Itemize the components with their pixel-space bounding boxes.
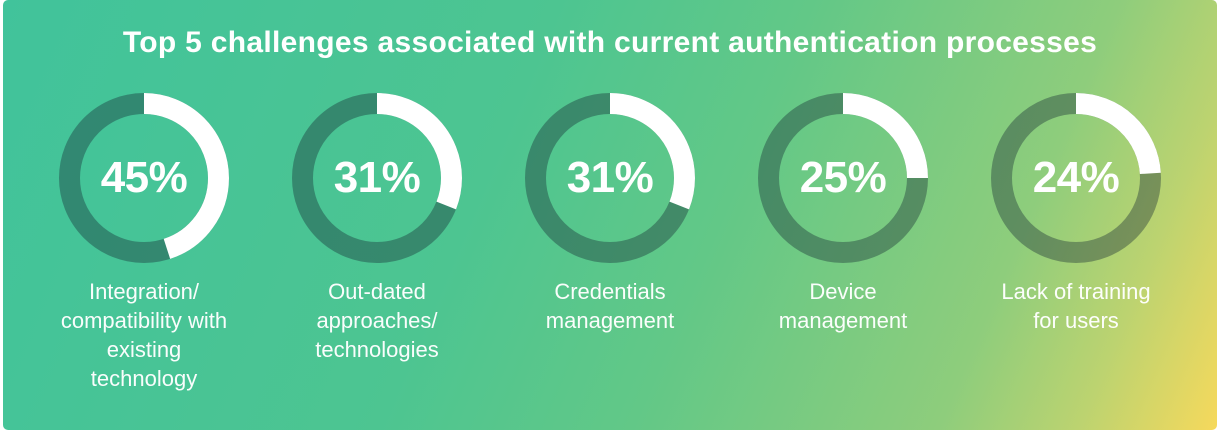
donut-progress-arc <box>991 93 1161 263</box>
donut-progress-arc <box>59 93 229 263</box>
donut-ring: 31% <box>292 93 462 263</box>
donut-ring-svg <box>59 93 229 263</box>
donut-ring: 25% <box>758 93 928 263</box>
donut-category-label: Out-dated approaches/ technologies <box>315 279 439 362</box>
donut-chart-item: 31% Out-dated approaches/ technologies <box>261 93 494 393</box>
donut-category-label: Device management <box>778 279 908 333</box>
donut-chart-item: 25% Device management <box>727 93 960 393</box>
donut-value-label: 24% <box>1032 153 1120 202</box>
donut-chart-row: 45% Integration/ compatibility with exis… <box>3 93 1217 393</box>
donut-ring: 31% <box>525 93 695 263</box>
donut-ring: 24% <box>991 93 1161 263</box>
donut-chart-item: 24% Lack of training for users <box>960 93 1193 393</box>
donut-chart-item: 31% Credentials management <box>494 93 727 393</box>
donut-value-label: 45% <box>100 153 188 202</box>
donut-ring-svg <box>758 93 928 263</box>
donut-value-label: 31% <box>566 153 654 202</box>
donut-ring-svg <box>991 93 1161 263</box>
donut-progress-arc <box>525 93 695 263</box>
donut-value-label: 31% <box>333 153 421 202</box>
gradient-background: Top 5 challenges associated with current… <box>3 0 1217 430</box>
donut-progress-arc <box>758 93 928 263</box>
donut-progress-arc <box>292 93 462 263</box>
donut-ring: 45% <box>59 93 229 263</box>
donut-ring-svg <box>292 93 462 263</box>
donut-chart-item: 45% Integration/ compatibility with exis… <box>28 93 261 393</box>
chart-title: Top 5 challenges associated with current… <box>122 26 1098 59</box>
donut-value-label: 25% <box>799 153 887 202</box>
donut-category-label: Credentials management <box>545 279 675 333</box>
donut-ring-svg <box>525 93 695 263</box>
donut-category-label: Lack of training for users <box>1001 279 1151 333</box>
donut-category-label: Integration/ compatibility with existing… <box>60 279 228 391</box>
